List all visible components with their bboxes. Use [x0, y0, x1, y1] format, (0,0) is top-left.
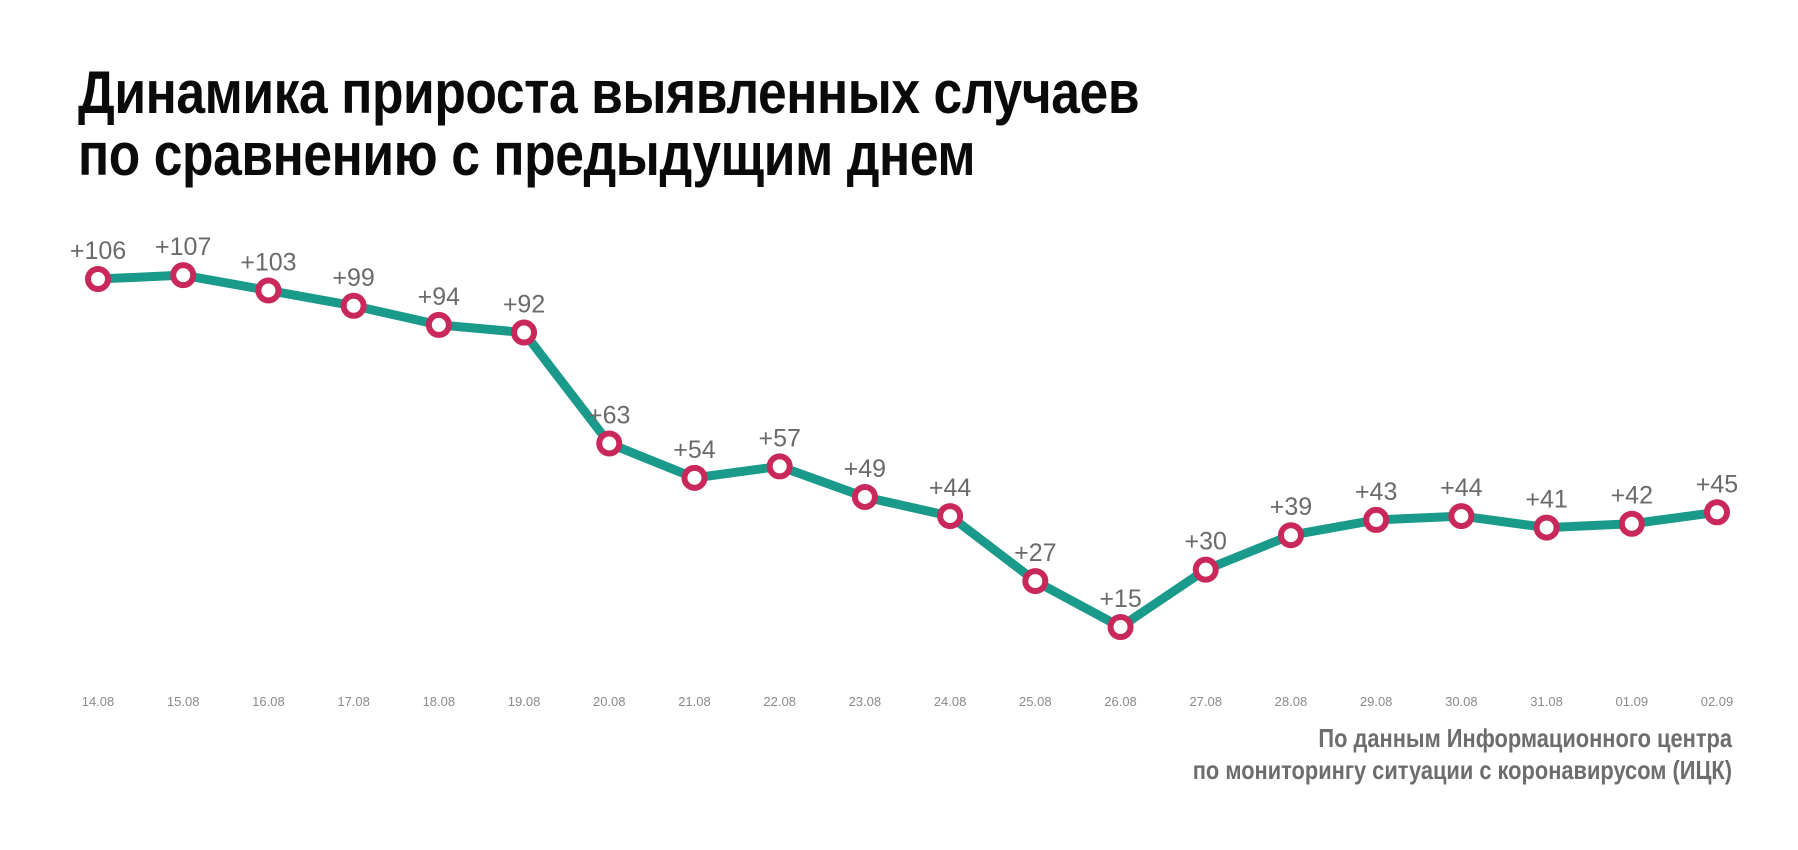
data-label: +27 [1014, 539, 1056, 567]
x-tick-label: 17.08 [337, 694, 370, 709]
source-line-2: по мониторингу ситуации с коронавирусом … [1192, 755, 1732, 785]
x-tick-label: 28.08 [1275, 694, 1308, 709]
source-line-1: По данным Информационного центра [1318, 723, 1732, 753]
data-label: +45 [1696, 470, 1738, 498]
data-label: +42 [1611, 482, 1653, 510]
data-label: +106 [70, 237, 126, 265]
data-point [340, 292, 367, 319]
data-point [1022, 568, 1049, 595]
x-tick-label: 23.08 [849, 694, 882, 709]
data-point [255, 277, 282, 304]
x-tick-label: 26.08 [1104, 694, 1137, 709]
data-point [170, 262, 197, 289]
source-note: По данным Информационного центра по мони… [1193, 722, 1732, 786]
x-tick-label: 19.08 [508, 694, 541, 709]
x-tick-label: 18.08 [423, 694, 456, 709]
data-point [1107, 614, 1134, 640]
data-point [1618, 510, 1645, 537]
data-point [766, 453, 793, 480]
data-point [1363, 506, 1390, 533]
x-tick-label: 14.08 [82, 694, 115, 709]
data-label: +103 [240, 248, 296, 276]
x-tick-label: 16.08 [252, 694, 285, 709]
data-point [85, 266, 111, 292]
data-point [511, 319, 538, 346]
data-point [681, 464, 708, 491]
data-label: +63 [588, 401, 630, 429]
data-label: +15 [1099, 585, 1141, 613]
x-tick-label: 31.08 [1530, 694, 1563, 709]
data-point [596, 430, 623, 457]
x-tick-label: 25.08 [1019, 694, 1052, 709]
data-label: +57 [758, 424, 800, 452]
x-tick-label: 02.09 [1701, 694, 1734, 709]
chart-title-line-1: Динамика прироста выявленных случаев [78, 59, 1140, 126]
data-point [1192, 556, 1219, 583]
data-label: +44 [1440, 474, 1483, 502]
data-point [1704, 499, 1730, 526]
chart-title: Динамика прироста выявленных случаев по … [78, 59, 1140, 188]
data-label: +49 [844, 455, 886, 483]
data-label: +94 [418, 283, 461, 311]
data-point [1533, 514, 1560, 541]
data-label: +43 [1355, 478, 1397, 506]
x-tick-label: 24.08 [934, 694, 967, 709]
data-point [1277, 522, 1304, 549]
x-tick-label: 22.08 [763, 694, 796, 709]
data-point [937, 503, 964, 530]
data-label: +41 [1525, 486, 1567, 514]
data-point [425, 311, 452, 338]
data-point [851, 483, 878, 510]
x-tick-label: 27.08 [1189, 694, 1222, 709]
chart-title-line-2: по сравнению с предыдущим днем [78, 121, 976, 188]
x-tick-label: 21.08 [678, 694, 711, 709]
data-label: +30 [1185, 528, 1227, 556]
data-label: +54 [673, 436, 716, 464]
data-label: +92 [503, 291, 545, 319]
data-point [1448, 503, 1475, 530]
x-tick-label: 20.08 [593, 694, 626, 709]
data-label: +99 [332, 264, 374, 292]
data-label: +44 [929, 474, 972, 502]
x-tick-label: 29.08 [1360, 694, 1393, 709]
data-label: +107 [155, 233, 211, 261]
x-tick-label: 15.08 [167, 694, 200, 709]
x-tick-label: 01.09 [1616, 694, 1649, 709]
data-label: +39 [1270, 493, 1312, 521]
series-line [97, 270, 1718, 632]
x-tick-label: 30.08 [1445, 694, 1478, 709]
